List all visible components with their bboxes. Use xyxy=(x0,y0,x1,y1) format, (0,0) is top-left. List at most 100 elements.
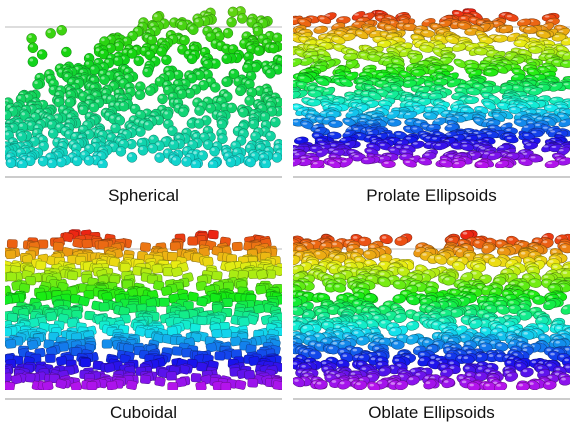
highlight xyxy=(412,127,417,129)
highlight xyxy=(64,111,67,114)
particle xyxy=(210,146,220,156)
particle xyxy=(98,159,108,169)
highlight xyxy=(415,313,420,316)
highlight xyxy=(407,287,412,290)
particle xyxy=(265,68,275,78)
highlight xyxy=(103,90,107,93)
particle xyxy=(272,152,282,162)
highlight xyxy=(557,132,562,134)
highlight xyxy=(298,293,303,296)
highlight xyxy=(173,157,177,160)
highlight xyxy=(490,126,495,128)
highlight xyxy=(463,108,468,110)
highlight xyxy=(269,108,273,111)
highlight xyxy=(275,145,279,148)
highlight xyxy=(19,124,23,127)
highlight xyxy=(507,137,512,139)
highlight xyxy=(528,102,533,104)
particle xyxy=(47,158,57,168)
highlight xyxy=(137,92,141,95)
highlight xyxy=(101,38,105,41)
highlight xyxy=(441,59,446,61)
highlight xyxy=(407,120,412,122)
highlight xyxy=(479,44,484,46)
highlight xyxy=(267,70,271,73)
highlight xyxy=(150,23,154,26)
particle xyxy=(188,237,198,246)
particle xyxy=(169,140,179,150)
highlight xyxy=(457,89,462,91)
highlight xyxy=(259,36,263,39)
highlight xyxy=(354,13,359,15)
highlight xyxy=(231,71,235,74)
highlight xyxy=(243,33,247,36)
highlight xyxy=(399,269,404,272)
highlight xyxy=(357,32,362,34)
highlight xyxy=(500,249,505,252)
highlight xyxy=(212,60,216,63)
highlight xyxy=(531,43,536,45)
highlight xyxy=(520,20,525,22)
highlight xyxy=(205,128,209,131)
particle xyxy=(226,157,236,167)
highlight xyxy=(482,88,487,90)
particle xyxy=(381,160,395,167)
highlight xyxy=(510,306,515,309)
highlight xyxy=(468,69,473,71)
highlight xyxy=(361,116,366,118)
highlight xyxy=(123,50,127,53)
highlight xyxy=(365,252,370,255)
highlight xyxy=(531,309,536,312)
highlight xyxy=(377,16,382,18)
highlight xyxy=(356,258,361,261)
highlight xyxy=(333,151,338,153)
highlight xyxy=(296,253,301,256)
highlight xyxy=(372,115,377,117)
highlight xyxy=(514,86,519,88)
highlight xyxy=(425,154,430,156)
highlight xyxy=(165,150,169,153)
highlight xyxy=(58,27,62,30)
sim-image xyxy=(293,227,570,400)
highlight xyxy=(437,37,442,39)
highlight xyxy=(310,86,315,88)
particle xyxy=(116,146,126,156)
highlight xyxy=(509,238,514,241)
highlight xyxy=(539,97,544,99)
highlight xyxy=(430,68,435,70)
highlight xyxy=(336,32,341,34)
particle xyxy=(171,156,181,166)
highlight xyxy=(461,17,466,19)
highlight xyxy=(449,81,454,83)
highlight xyxy=(257,145,261,148)
highlight xyxy=(420,100,425,102)
highlight xyxy=(59,143,63,146)
highlight xyxy=(262,114,266,117)
highlight xyxy=(434,108,439,110)
highlight xyxy=(537,117,542,119)
highlight xyxy=(223,79,227,82)
highlight xyxy=(207,79,211,82)
figure: Spherical Prolate Ellipsoids Cuboidal Ob… xyxy=(0,0,571,430)
highlight xyxy=(548,296,553,299)
highlight xyxy=(378,73,383,75)
highlight xyxy=(477,285,482,288)
highlight xyxy=(375,38,380,40)
highlight xyxy=(453,106,458,108)
highlight xyxy=(506,296,511,299)
highlight xyxy=(240,131,244,134)
particle xyxy=(188,25,198,35)
highlight xyxy=(327,285,332,288)
highlight xyxy=(386,26,391,28)
highlight xyxy=(349,246,354,249)
highlight xyxy=(49,160,53,163)
highlight xyxy=(439,30,444,32)
highlight xyxy=(256,47,260,50)
particle xyxy=(80,358,90,367)
highlight xyxy=(246,81,250,84)
highlight xyxy=(508,154,513,156)
particle xyxy=(135,90,145,100)
highlight xyxy=(356,91,361,93)
highlight xyxy=(395,282,400,285)
highlight xyxy=(420,159,425,161)
